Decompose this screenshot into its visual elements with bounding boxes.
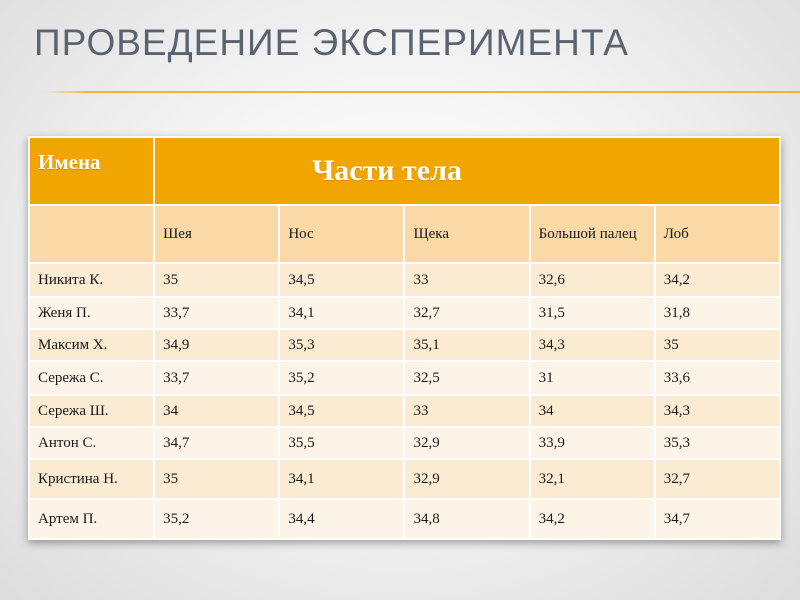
row-name: Антон С. [27,426,156,460]
title-divider [45,91,800,93]
table-cell: 33 [403,394,531,428]
table-cell: 32,9 [403,458,531,500]
column-header: Щека [403,204,531,264]
header-names: Имена [27,136,156,206]
table-row: Артем П. 35,2 34,4 34,8 34,2 34,7 [27,498,782,540]
table-cell: 32,5 [403,360,531,396]
table-cell: 32,9 [403,426,531,460]
table-cell: 33 [403,262,531,298]
table-cell: 35,2 [278,360,406,396]
table-cell: 35 [153,458,281,500]
table-cell: 35,3 [653,426,782,460]
table-cell: 33,6 [653,360,782,396]
row-name: Максим Х. [27,328,156,362]
column-header: Большой палец [528,204,656,264]
column-header: Лоб [653,204,782,264]
table-row: Сережа Ш. 34 34,5 33 34 34,3 [27,394,782,428]
table-cell: 34,1 [278,296,406,330]
table-cell: 33,7 [153,296,281,330]
table-cell: 34,9 [153,328,281,362]
table-cell: 34,5 [278,262,406,298]
table-cell: 34,7 [653,498,782,540]
table-header-row: Имена Части тела [27,136,781,206]
table-row: Женя П. 33,7 34,1 32,7 31,5 31,8 [27,296,782,330]
slide-title: ПРОВЕДЕНИЕ ЭКСПЕРИМЕНТА [34,22,629,63]
row-name: Сережа Ш. [27,394,156,428]
table-cell: 32,7 [403,296,531,330]
table-cell: 34,3 [653,394,782,428]
row-name: Никита К. [27,262,156,298]
column-header: Шея [153,204,281,264]
column-header: Нос [278,204,406,264]
table-row: Кристина Н. 35 34,1 32,9 32,1 32,7 [27,458,782,500]
table-row: Никита К. 35 34,5 33 32,6 34,2 [27,262,782,298]
table-cell: 35 [653,328,782,362]
table-cell: 32,1 [528,458,656,500]
table-cell: 35,1 [403,328,531,362]
table-cell: 33,9 [528,426,656,460]
table-cell: 34,5 [278,394,406,428]
table-cell: 35,5 [278,426,406,460]
table-cell: 34,2 [528,498,656,540]
row-name: Артем П. [27,498,156,540]
table-row: Максим Х. 34,9 35,3 35,1 34,3 35 [27,328,782,362]
table-cell: 32,7 [653,458,782,500]
experiment-table: Имена Части тела Шея Нос Щека Большой па… [27,136,782,540]
table-cell: 34 [153,394,281,428]
column-header-row: Шея Нос Щека Большой палец Лоб [27,204,782,264]
table-cell: 34,7 [153,426,281,460]
table-cell: 35,3 [278,328,406,362]
table-row: Сережа С. 33,7 35,2 32,5 31 33,6 [27,360,782,396]
table-row: Антон С. 34,7 35,5 32,9 33,9 35,3 [27,426,782,460]
table-cell: 34,8 [403,498,531,540]
table-cell: 32,6 [528,262,656,298]
table-cell: 31,8 [653,296,782,330]
table-cell: 35 [153,262,281,298]
table-cell: 35,2 [153,498,281,540]
table-cell: 33,7 [153,360,281,396]
row-name: Женя П. [27,296,156,330]
column-header-empty [27,204,156,264]
table-cell: 34 [528,394,656,428]
row-name: Кристина Н. [27,458,156,500]
table-cell: 34,2 [653,262,782,298]
table-cell: 34,3 [528,328,656,362]
table-cell: 34,4 [278,498,406,540]
table-cell: 34,1 [278,458,406,500]
table-cell: 31 [528,360,656,396]
row-name: Сережа С. [27,360,156,396]
header-body-parts: Части тела [153,136,781,206]
table-cell: 31,5 [528,296,656,330]
